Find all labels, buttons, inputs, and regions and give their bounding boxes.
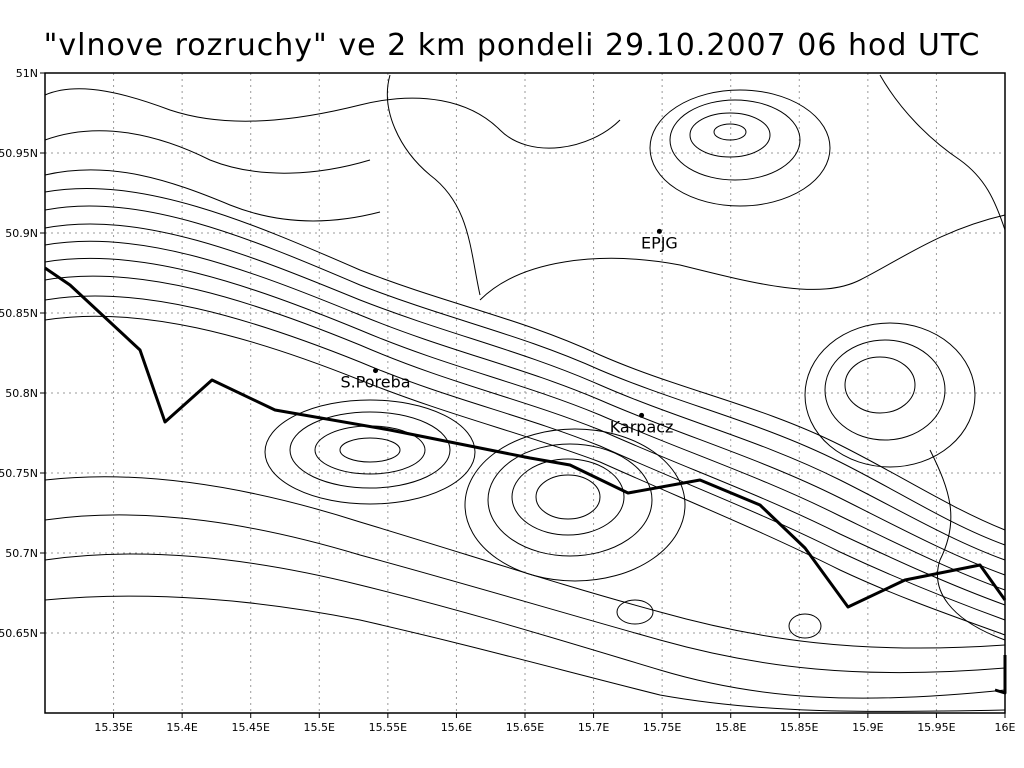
contour-line [289,411,451,489]
contour-line [804,322,976,468]
contour-line [511,458,625,536]
y-tick-label: 50.85N [0,307,38,320]
contour-line [264,399,476,505]
x-tick-label: 15.45E [231,721,269,734]
contour-line [929,449,1006,641]
contour-line [44,223,1006,561]
contour-line [649,89,831,207]
contour-line [487,443,653,557]
x-tick-label: 15.4E [166,721,197,734]
contour-line [713,123,747,141]
map-title: "vlnove rozruchy" ve 2 km pondeli 29.10.… [43,28,981,63]
x-tick-label: 15.95E [917,721,955,734]
contour-line [44,169,381,222]
contour-line [44,315,1006,636]
x-tick-label: 15.85E [780,721,818,734]
contour-line [879,74,1006,231]
state-border [44,266,1007,609]
contour-line [44,514,1006,674]
x-axis-ticks: 15.35E 15.4E 15.45E 15.5E 15.55E 15.6E 15.65E 1… [94,713,1016,734]
contour-line [44,88,621,149]
y-tick-label: 50.65N [0,627,38,640]
y-tick-label: 50.7N [5,547,38,560]
contour-line [44,187,1006,531]
contour-line [44,295,1006,621]
place-label: EPJG [641,233,678,252]
y-tick-label: 50.75N [0,467,38,480]
contour-line [464,428,686,582]
x-tick-label: 15.9E [852,721,883,734]
y-tick-label: 50.9N [5,227,38,240]
place-label: S.Poreba [340,373,410,392]
contour-line [44,257,1006,591]
contour-line [479,214,1006,301]
contour-line [44,553,1006,699]
contour-line [689,112,771,158]
contour-line [788,613,822,639]
contour-line [44,275,1006,606]
contour-line [616,599,654,625]
contour-line [44,130,371,174]
place-marker [656,228,662,234]
contour-line [535,474,601,520]
contour-line [844,356,916,414]
contour-line [44,240,1006,576]
x-tick-label: 15.6E [441,721,472,734]
x-tick-label: 15.75E [643,721,681,734]
contour-line [386,74,481,296]
contour-line [669,99,801,181]
contour-line [44,205,1006,546]
y-tick-label: 51N [16,67,38,80]
y-tick-label: 50.8N [5,387,38,400]
y-tick-label: 50.95N [0,147,38,160]
place-marker [639,412,645,418]
contour-lines [44,74,1006,712]
x-tick-label: 15.7E [578,721,609,734]
x-tick-label: 16E [995,721,1016,734]
x-tick-label: 15.35E [94,721,132,734]
place-label: Karpacz [610,417,674,436]
places: EPJG S.Poreba Karpacz [340,228,678,436]
place-marker [373,368,379,374]
x-tick-label: 15.65E [506,721,544,734]
y-axis-ticks: 51N 50.95N 50.9N 50.85N 50.8N 50.75N 50.7N 50.6… [0,67,45,640]
x-tick-label: 15.55E [369,721,407,734]
contour-line [824,339,946,441]
x-tick-label: 15.5E [304,721,335,734]
x-tick-label: 15.8E [715,721,746,734]
contour-line [339,437,401,463]
contour-line [44,595,1006,712]
grid-lines [45,73,1005,713]
